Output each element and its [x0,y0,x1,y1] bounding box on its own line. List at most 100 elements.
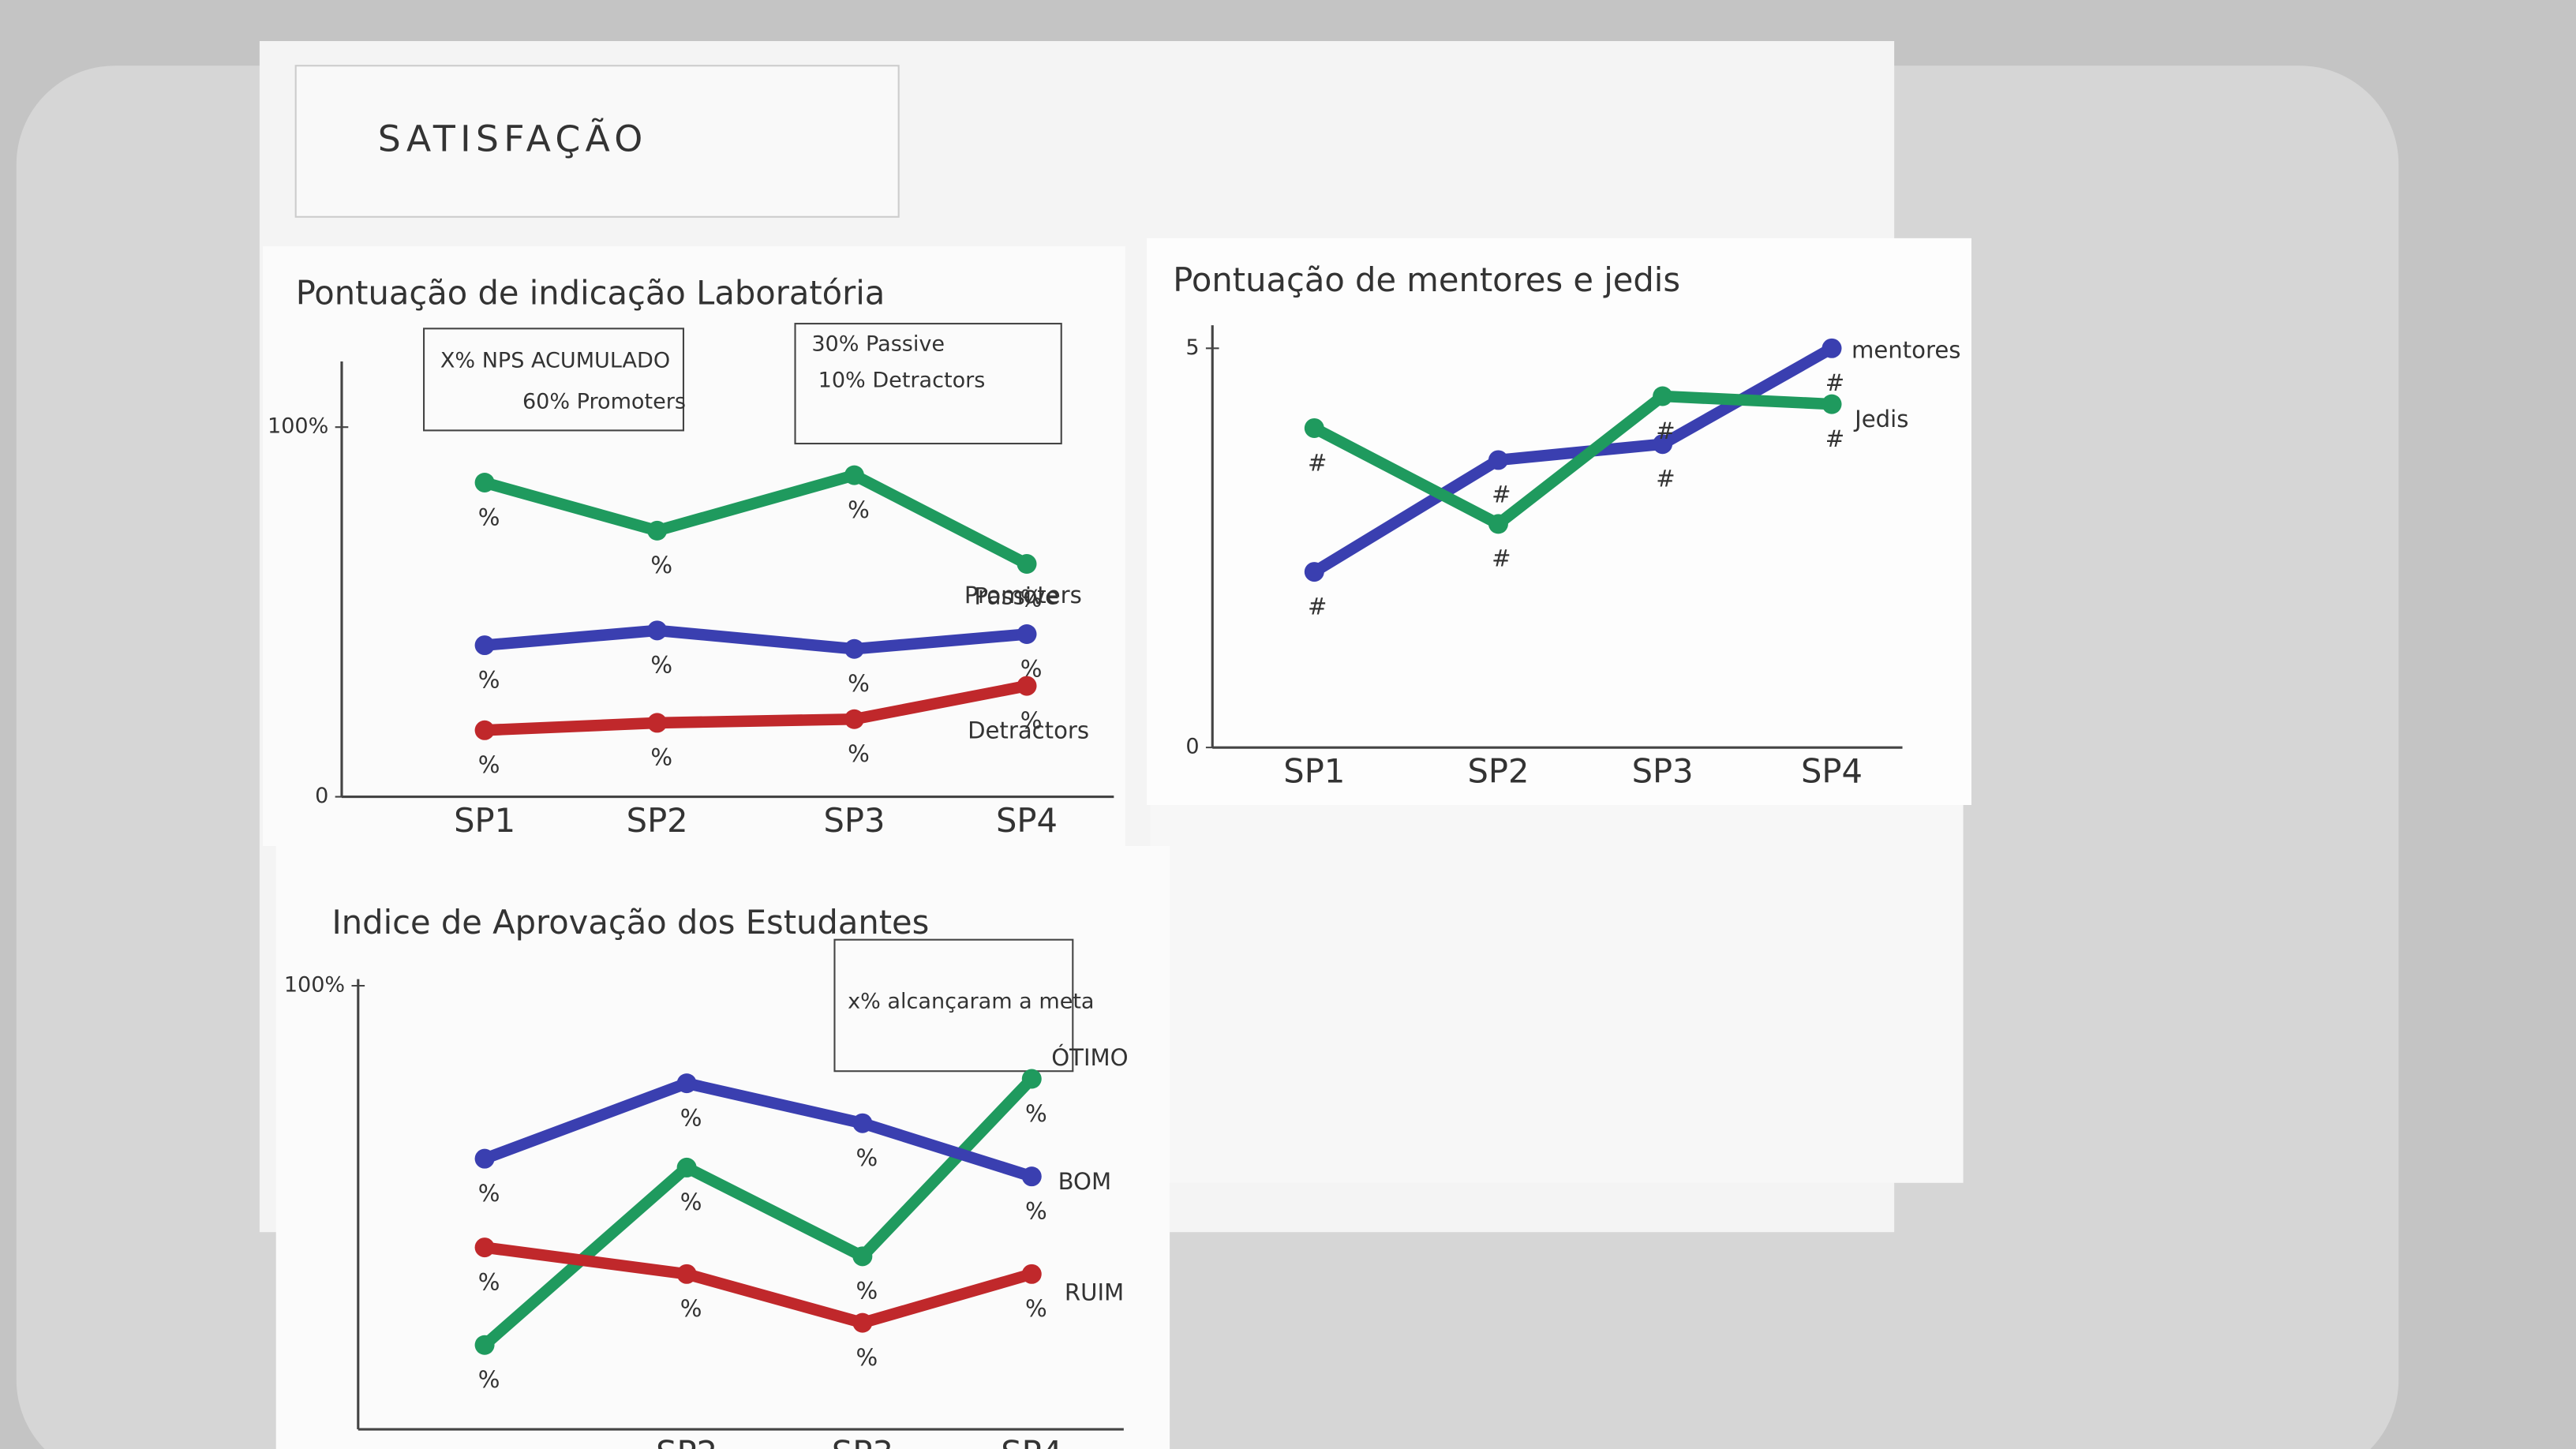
data-label: % [1025,1197,1047,1224]
legend-label: Detractors [968,717,1089,743]
data-label: % [856,1144,878,1171]
point [1653,386,1673,406]
x-tick-label: SP2 [627,801,688,840]
point [474,1335,495,1355]
data-label: % [650,652,672,679]
x-tick-label: SP2 [656,1433,717,1449]
legend-label: Jedis [1853,406,1908,432]
card [1146,238,1971,805]
data-label: # [1308,593,1327,620]
data-label: % [650,744,672,771]
x-tick-label: SP4 [1801,751,1863,790]
data-label: # [1308,449,1327,476]
data-label: # [1825,369,1844,396]
data-label: % [478,1268,500,1295]
data-label: % [856,1344,878,1371]
annotation: 30% Passive [811,332,945,357]
point [852,1113,873,1133]
point [474,1237,495,1258]
y-tick-label: 0 [315,784,328,808]
legend-label: BOM [1058,1168,1112,1195]
y-tick-label: 100% [284,972,345,997]
chart-title: Pontuação de mentores e jedis [1173,260,1680,299]
point [474,472,495,492]
card [1150,805,1964,1183]
data-label: % [478,666,500,693]
series-line [478,1241,1038,1329]
point [647,620,668,641]
data-label: % [1025,1100,1047,1127]
annotation: x% alcançaram a meta [848,989,1094,1013]
point [852,1246,873,1267]
point [844,465,864,485]
point [676,1157,697,1178]
point [1653,434,1673,455]
series-line [1309,390,1838,530]
x-tick-label: SP3 [823,801,885,840]
data-label: % [1025,1295,1047,1322]
point [1021,1166,1042,1187]
point [1017,554,1037,575]
card [275,846,1170,1449]
point [647,520,668,541]
data-label: % [478,1366,500,1393]
point [1017,676,1037,696]
chart-title: Pontuação de indicação Laboratória [296,274,886,313]
data-label: % [680,1295,702,1322]
data-label: % [478,1180,500,1207]
data-label: % [478,504,500,530]
annotation: 10% Detractors [818,368,986,392]
legend-label: ÓTIMO [1051,1044,1128,1071]
note-box [423,328,684,432]
point [676,1264,697,1284]
point [1822,338,1842,358]
point [1304,562,1324,582]
y-tick-label: 100% [268,414,328,439]
point [1017,624,1037,644]
legend-label: RUIM [1065,1279,1124,1305]
point [474,1148,495,1169]
series-line [478,680,1033,736]
series-line [478,624,1033,655]
point [1021,1264,1042,1284]
x-tick-label: SP3 [832,1433,893,1449]
x-tick-label: SP4 [996,801,1058,840]
point [1822,394,1842,414]
data-label: % [856,1278,878,1305]
x-tick-label: SP3 [1632,751,1694,790]
point [1304,417,1324,438]
point [676,1073,697,1094]
title-card [294,65,900,218]
x-tick-label: SP4 [1001,1433,1062,1449]
data-label: # [1492,545,1511,572]
point [474,720,495,740]
note-box [833,938,1074,1073]
page-title: SATISFAÇÃO [378,118,648,160]
data-label: % [848,496,870,523]
y-tick-label: 0 [1185,735,1199,759]
data-label: % [680,1104,702,1131]
data-label: # [1492,481,1511,508]
series-line [478,469,1033,570]
annotation: X% NPS ACUMULADO [440,348,670,373]
point [852,1312,873,1333]
y-tick-label: 5 [1185,335,1199,360]
legend-label: mentores [1852,336,1960,363]
data-label: % [848,670,870,697]
data-label: % [680,1189,702,1215]
point [1021,1069,1042,1089]
point [1488,450,1508,470]
point [1488,514,1508,534]
chart-title: Indice de Aprovação dos Estudantes [331,903,929,942]
data-label: # [1656,466,1675,492]
point [647,713,668,733]
x-tick-label: SP2 [1467,751,1529,790]
data-label: # [1825,425,1844,452]
point [844,709,864,729]
data-label: % [478,751,500,778]
legend-label: Passive [974,583,1059,610]
data-label: % [1020,707,1043,734]
legend-label: Promoters [964,582,1082,608]
note-box [794,323,1062,445]
